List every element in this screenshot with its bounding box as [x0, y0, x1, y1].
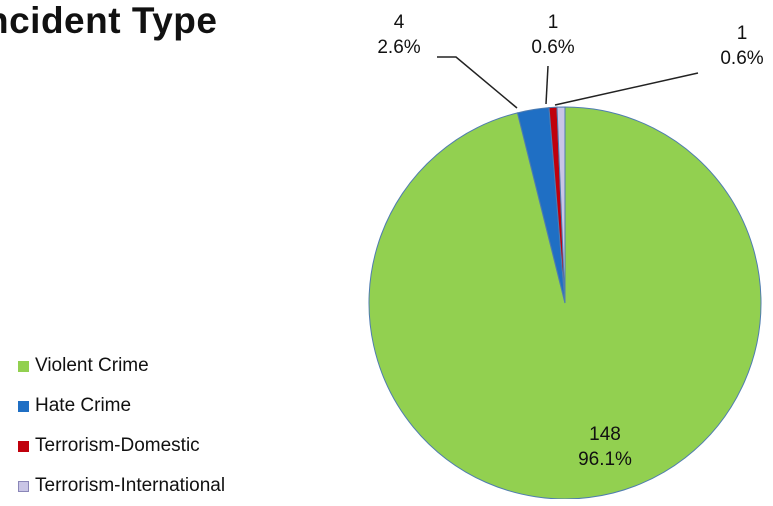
legend-item-hate-crime: Hate Crime [18, 386, 225, 426]
data-label-value-terrorism-international: 1 [737, 23, 748, 44]
legend-label-hate-crime: Hate Crime [35, 395, 132, 416]
chart-title: ncident Type [0, 0, 218, 41]
legend-label-terrorism-domestic: Terrorism-Domestic [35, 435, 200, 456]
data-label-value-terrorism-domestic: 1 [548, 12, 559, 33]
data-label-percent-violent-crime: 96.1% [578, 449, 632, 470]
legend-item-violent-crime: Violent Crime [18, 346, 225, 386]
data-label-value-hate-crime: 4 [394, 12, 405, 33]
data-label-percent-terrorism-international: 0.6% [720, 48, 763, 69]
pie-slices [368, 106, 762, 499]
data-label-percent-terrorism-domestic: 0.6% [531, 37, 574, 58]
legend-swatch-terrorism-domestic [18, 440, 29, 452]
legend-label-terrorism-international: Terrorism-International [35, 475, 226, 496]
pie-slice-terrorism-international [556, 106, 566, 304]
legend-item-terrorism-international: Terrorism-International [18, 466, 225, 506]
legend-swatch-terrorism-international [18, 480, 29, 492]
leader-line-terrorism-international [554, 72, 699, 106]
leader-line-terrorism-domestic [545, 65, 549, 105]
legend-swatch-violent-crime [18, 360, 29, 372]
legend: Violent Crime Hate Crime Terrorism-Domes… [18, 346, 225, 506]
legend-label-violent-crime: Violent Crime [35, 355, 149, 376]
data-label-value-violent-crime: 148 [589, 424, 621, 445]
data-label-percent-hate-crime: 2.6% [377, 37, 420, 58]
legend-swatch-hate-crime [18, 400, 29, 412]
pie-data-labels: 148 96.1% 4 2.6% 1 0.6% 1 0.6% [377, 12, 763, 470]
legend-item-terrorism-domestic: Terrorism-Domestic [18, 426, 225, 466]
leader-line-hate-crime [437, 56, 518, 109]
